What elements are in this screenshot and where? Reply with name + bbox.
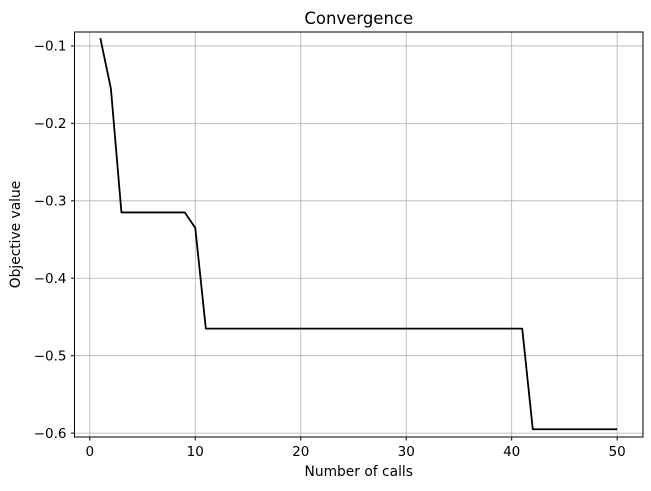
x-tick-label: 10 (187, 444, 204, 460)
data-line-layer (99, 38, 618, 431)
chart-title: Convergence (304, 9, 413, 28)
y-tick-label: −0.1 (34, 39, 67, 55)
plot-area (74, 32, 643, 437)
x-axis-label: Number of calls (305, 464, 413, 480)
y-axis-label: Objective value (8, 181, 24, 289)
y-tick-label: −0.6 (34, 426, 67, 442)
plot-border (74, 31, 644, 438)
x-tick-label: 0 (85, 444, 94, 460)
convergence-line (99, 38, 618, 431)
axis-ticks: 0 10 20 30 40 50 −0.1 −0.2 −0.3 −0.4 −0.5 −0.6 (34, 39, 626, 460)
x-tick-label: 50 (609, 444, 626, 460)
y-tick-label: −0.4 (34, 271, 67, 287)
x-tick-label: 20 (292, 444, 309, 460)
grid-lines (74, 32, 643, 437)
x-tick-label: 30 (398, 444, 415, 460)
y-tick-label: −0.3 (34, 194, 67, 210)
y-tick-label: −0.2 (34, 116, 67, 132)
x-tick-label: 40 (503, 444, 520, 460)
y-tick-label: −0.5 (34, 348, 67, 364)
